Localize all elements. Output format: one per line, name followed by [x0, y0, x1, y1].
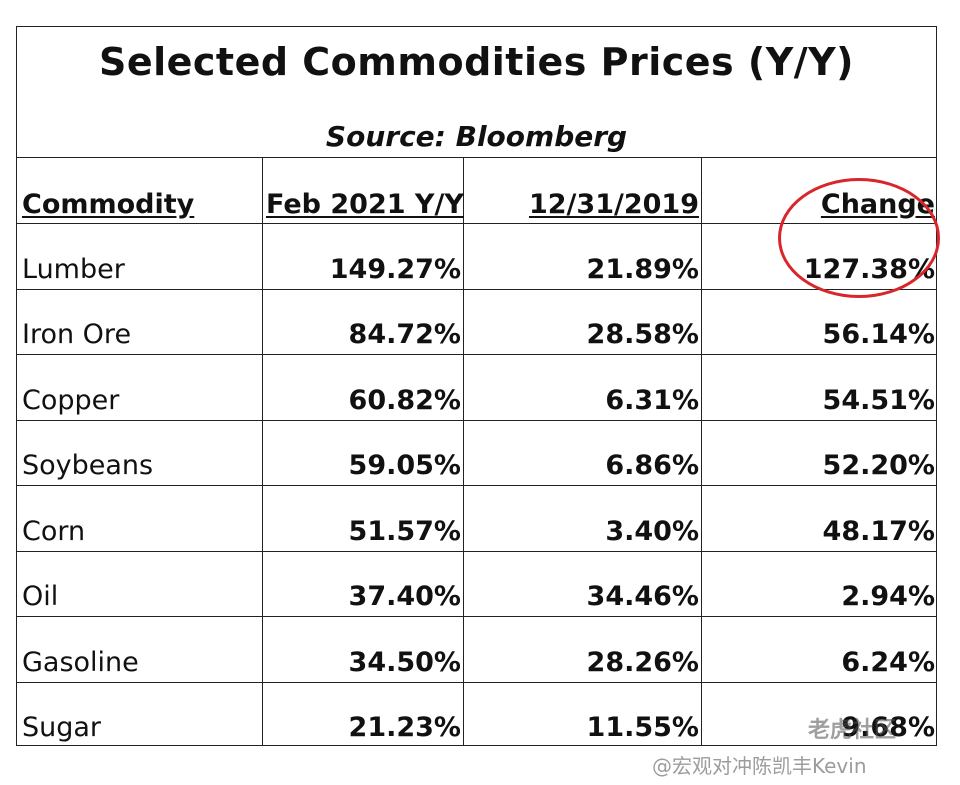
cell-feb2021: 149.27%	[329, 254, 461, 285]
cell-feb2021: 51.57%	[348, 516, 461, 547]
divider	[16, 420, 937, 421]
divider	[16, 354, 937, 355]
cell-commodity: Corn	[22, 516, 86, 547]
cell-change: 52.20%	[822, 450, 935, 481]
cell-dec2019: 6.86%	[605, 450, 699, 481]
column-divider	[701, 157, 702, 746]
cell-change: 56.14%	[822, 319, 935, 350]
divider	[16, 157, 937, 158]
cell-commodity: Oil	[22, 581, 59, 612]
cell-commodity: Copper	[22, 385, 120, 416]
cell-change: 54.51%	[822, 385, 935, 416]
cell-dec2019: 28.58%	[586, 319, 699, 350]
watermark-community: 老虎社区	[808, 718, 897, 743]
cell-commodity: Soybeans	[22, 450, 154, 481]
column-header-commodity: Commodity	[22, 189, 195, 220]
cell-change: 6.24%	[841, 647, 935, 678]
cell-feb2021: 21.23%	[348, 712, 461, 743]
cell-feb2021: 84.72%	[348, 319, 461, 350]
column-divider	[262, 157, 263, 746]
cell-commodity: Lumber	[22, 254, 125, 285]
divider	[16, 616, 937, 617]
cell-feb2021: 37.40%	[348, 581, 461, 612]
divider	[16, 682, 937, 683]
cell-change: 9.68%	[841, 712, 935, 743]
source-subtitle: Source: Bloomberg	[325, 120, 628, 153]
column-divider	[463, 157, 464, 746]
divider	[16, 551, 937, 552]
divider	[16, 485, 937, 486]
watermark-author: @宏观对冲陈凯丰Kevin	[652, 754, 867, 778]
column-header-dec2019: 12/31/2019	[528, 189, 699, 220]
divider	[16, 289, 937, 290]
cell-change: 2.94%	[841, 581, 935, 612]
cell-feb2021: 34.50%	[348, 647, 461, 678]
cell-dec2019: 28.26%	[586, 647, 699, 678]
highlight-circle	[778, 178, 940, 298]
cell-dec2019: 3.40%	[605, 516, 699, 547]
column-header-feb2021: Feb 2021 Y/Y	[266, 189, 464, 220]
cell-dec2019: 34.46%	[586, 581, 699, 612]
cell-commodity: Iron Ore	[22, 319, 132, 350]
cell-dec2019: 11.55%	[586, 712, 699, 743]
cell-feb2021: 59.05%	[348, 450, 461, 481]
page-title: Selected Commodities Prices (Y/Y)	[98, 40, 855, 84]
cell-change: 48.17%	[822, 516, 935, 547]
cell-feb2021: 60.82%	[348, 385, 461, 416]
divider	[16, 223, 937, 224]
cell-commodity: Sugar	[22, 712, 102, 743]
table-frame	[16, 26, 937, 746]
cell-dec2019: 21.89%	[586, 254, 699, 285]
cell-commodity: Gasoline	[22, 647, 139, 678]
cell-dec2019: 6.31%	[605, 385, 699, 416]
